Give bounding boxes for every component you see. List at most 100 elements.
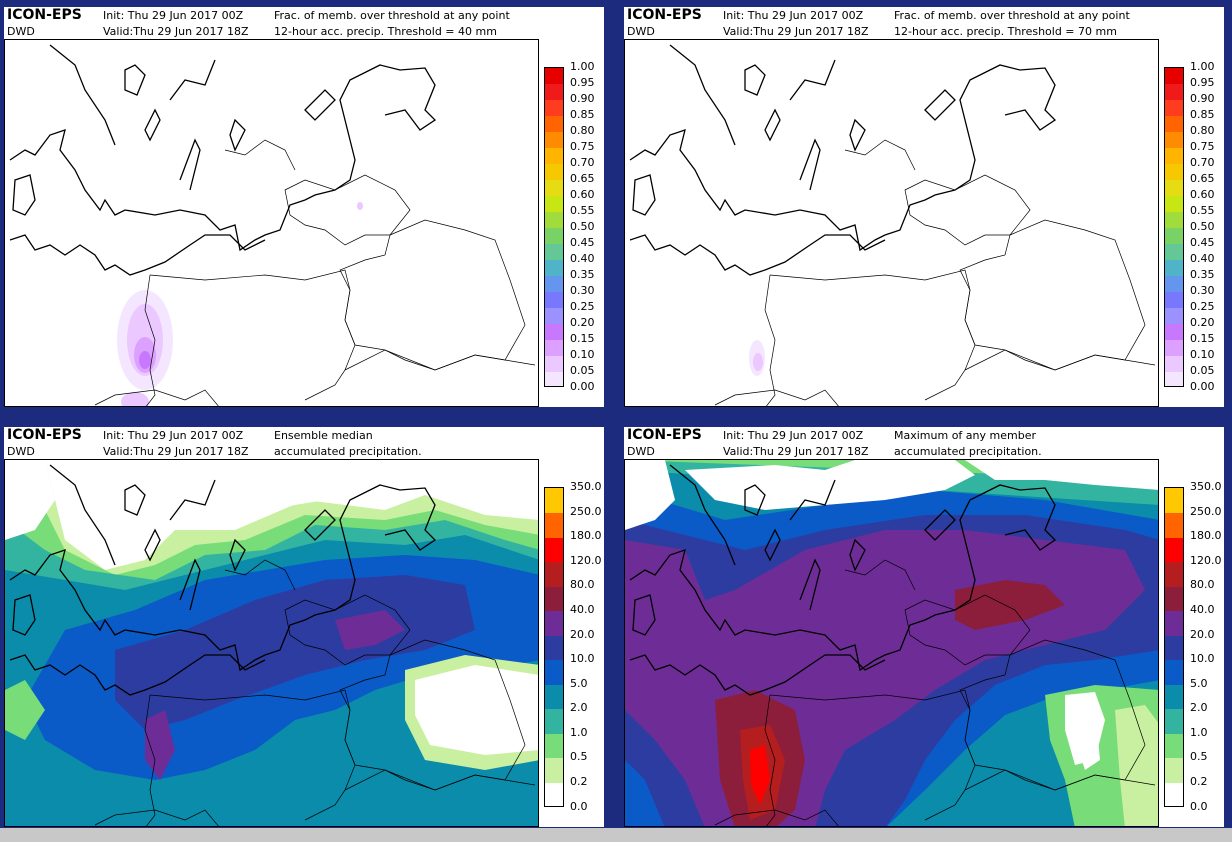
colorbar-label: 250.0 — [1190, 505, 1222, 518]
init-time: Init: Thu 29 Jun 2017 00Z — [723, 429, 864, 442]
colorbar-label: 0.70 — [1190, 156, 1215, 169]
init-time: Init: Thu 29 Jun 2017 00Z — [103, 429, 244, 442]
colorbar-label: 350.0 — [570, 480, 602, 493]
colorbar-label: 0.0 — [1190, 800, 1208, 813]
colorbar — [544, 487, 564, 807]
map-svg — [625, 460, 1158, 826]
colorbar-label: 250.0 — [570, 505, 602, 518]
org-name: DWD — [627, 445, 655, 458]
init-time: Init: Thu 29 Jun 2017 00Z — [723, 9, 864, 22]
colorbar-label: 20.0 — [1190, 628, 1215, 641]
colorbar-label: 0.80 — [570, 124, 595, 137]
valid-time: Valid:Thu 29 Jun 2017 18Z — [723, 445, 869, 458]
colorbar-labels: 350.0 250.0 180.0 120.0 80.0 40.0 20.0 1… — [1190, 480, 1224, 814]
colorbar-label: 0.05 — [1190, 364, 1215, 377]
colorbar-label: 0.95 — [570, 76, 595, 89]
map-svg — [5, 460, 538, 826]
colorbar-label: 0.55 — [1190, 204, 1215, 217]
title-line-1: Frac. of memb. over threshold at any poi… — [274, 9, 510, 22]
precip-field — [5, 460, 538, 826]
colorbar-label: 0.05 — [570, 364, 595, 377]
colorbar-label: 80.0 — [570, 578, 595, 591]
colorbar-label: 0.15 — [1190, 332, 1215, 345]
borders — [94, 139, 536, 406]
title-line-2: 12-hour acc. precip. Threshold = 40 mm — [274, 25, 497, 38]
colorbar-label: 0.75 — [570, 140, 595, 153]
model-name: ICON-EPS — [7, 427, 82, 443]
colorbar-label: 0.25 — [570, 300, 595, 313]
valid-time: Valid:Thu 29 Jun 2017 18Z — [723, 25, 869, 38]
colorbar-label: 0.30 — [570, 284, 595, 297]
colorbar-label: 180.0 — [570, 529, 602, 542]
colorbar — [544, 67, 564, 387]
colorbar-label: 1.0 — [1190, 726, 1208, 739]
colorbar-label: 0.55 — [570, 204, 595, 217]
colorbar-label: 0.40 — [1190, 252, 1215, 265]
colorbar-label: 5.0 — [1190, 677, 1208, 690]
panel-frac-40mm: ICON-EPS DWD Init: Thu 29 Jun 2017 00Z V… — [4, 7, 604, 407]
colorbar-label: 0.50 — [570, 220, 595, 233]
panel-frac-70mm: ICON-EPS DWD Init: Thu 29 Jun 2017 00Z V… — [624, 7, 1224, 407]
colorbar-label: 350.0 — [1190, 480, 1222, 493]
colorbar-label: 0.40 — [570, 252, 595, 265]
colorbar-label: 0.5 — [1190, 750, 1208, 763]
colorbar-label: 0.70 — [570, 156, 595, 169]
valid-time: Valid:Thu 29 Jun 2017 18Z — [103, 445, 249, 458]
title-line-2: accumulated precipitation. — [274, 445, 422, 458]
colorbar-label: 0.45 — [1190, 236, 1215, 249]
colorbar-label: 0.15 — [570, 332, 595, 345]
colorbar-label: 1.00 — [1190, 60, 1215, 73]
colorbar-label: 0.65 — [1190, 172, 1215, 185]
colorbar-label: 0.35 — [1190, 268, 1215, 281]
colorbar-label: 0.30 — [1190, 284, 1215, 297]
colorbar-label: 2.0 — [1190, 701, 1208, 714]
colorbar-label: 0.80 — [1190, 124, 1215, 137]
colorbar-label: 5.0 — [570, 677, 588, 690]
colorbar-label: 0.60 — [1190, 188, 1215, 201]
map-svg — [629, 44, 1156, 406]
org-name: DWD — [627, 25, 655, 38]
colorbar-label: 0.10 — [570, 348, 595, 361]
bottom-scrollbar[interactable] — [0, 828, 1232, 842]
org-name: DWD — [7, 25, 35, 38]
title-line-1: Frac. of memb. over threshold at any poi… — [894, 9, 1130, 22]
colorbar-label: 0.95 — [1190, 76, 1215, 89]
map-area — [4, 39, 539, 407]
colorbar-label: 0.00 — [1190, 380, 1215, 393]
colorbar-label: 0.90 — [570, 92, 595, 105]
panel-ensemble-max: ICON-EPS DWD Init: Thu 29 Jun 2017 00Z V… — [624, 427, 1224, 827]
colorbar-label: 0.65 — [570, 172, 595, 185]
colorbar-label: 80.0 — [1190, 578, 1215, 591]
colorbar-label: 0.0 — [570, 800, 588, 813]
coastlines — [9, 464, 437, 696]
colorbar-label: 120.0 — [570, 554, 602, 567]
map-area — [4, 459, 539, 827]
colorbar-label: 0.20 — [1190, 316, 1215, 329]
colorbar — [1164, 67, 1184, 387]
colorbar-label: 0.60 — [570, 188, 595, 201]
colorbar-label: 0.20 — [570, 316, 595, 329]
colorbar-label: 40.0 — [570, 603, 595, 616]
model-name: ICON-EPS — [627, 7, 702, 23]
coastlines — [629, 44, 1057, 276]
colorbar-labels: 1.00 0.95 0.90 0.85 0.80 0.75 0.70 0.65 … — [570, 60, 604, 394]
colorbar-label: 1.00 — [570, 60, 595, 73]
model-name: ICON-EPS — [7, 7, 82, 23]
colorbar-labels: 1.00 0.95 0.90 0.85 0.80 0.75 0.70 0.65 … — [1190, 60, 1224, 394]
colorbar-label: 40.0 — [1190, 603, 1215, 616]
colorbar-label: 120.0 — [1190, 554, 1222, 567]
panel-ensemble-median: ICON-EPS DWD Init: Thu 29 Jun 2017 00Z V… — [4, 427, 604, 827]
colorbar-label: 0.85 — [1190, 108, 1215, 121]
colorbar-label: 0.10 — [1190, 348, 1215, 361]
colorbar-label: 0.5 — [570, 750, 588, 763]
coastlines — [629, 464, 1057, 696]
colorbar-label: 2.0 — [570, 701, 588, 714]
precip-field — [117, 202, 363, 406]
borders — [714, 559, 1156, 826]
title-line-2: 12-hour acc. precip. Threshold = 70 mm — [894, 25, 1117, 38]
precip-field — [625, 460, 1158, 826]
colorbar-label: 0.00 — [570, 380, 595, 393]
colorbar-label: 10.0 — [570, 652, 595, 665]
colorbar-label: 0.85 — [570, 108, 595, 121]
title-line-1: Ensemble median — [274, 429, 373, 442]
